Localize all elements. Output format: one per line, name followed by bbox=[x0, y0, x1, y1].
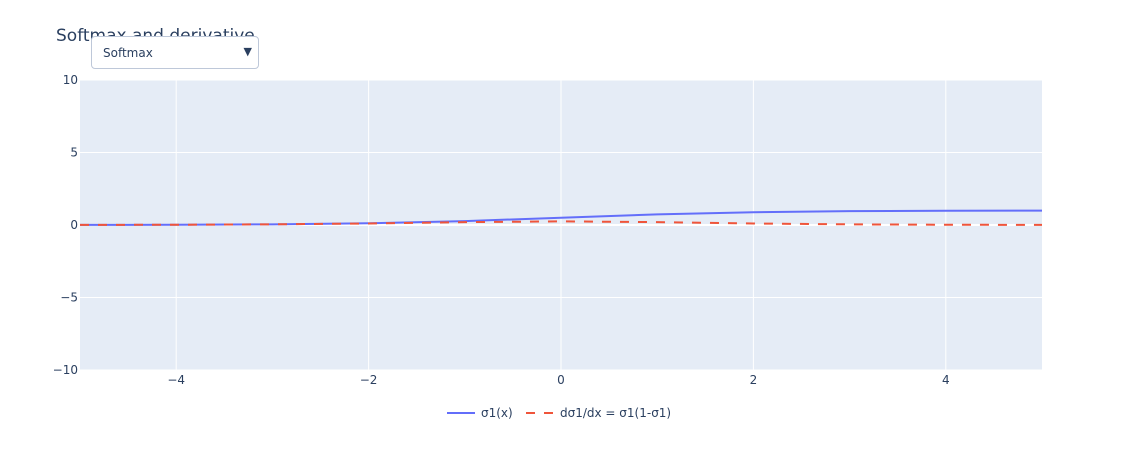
x-tick-label: 0 bbox=[557, 373, 565, 387]
y-tick-label: 0 bbox=[70, 218, 78, 232]
y-tick-label: −10 bbox=[53, 363, 78, 377]
y-tick-label: 10 bbox=[63, 73, 78, 87]
dropdown-selected-value: Softmax bbox=[103, 46, 153, 60]
legend-item-2[interactable]: dσ1/dx = σ1(1-σ1) bbox=[526, 406, 671, 420]
series-group bbox=[79, 209, 1043, 226]
x-tick-label: 4 bbox=[942, 373, 950, 387]
x-tick-label: 2 bbox=[750, 373, 758, 387]
x-tick-label: −4 bbox=[167, 373, 185, 387]
legend-label: dσ1/dx = σ1(1-σ1) bbox=[560, 406, 671, 420]
y-tick-label: 5 bbox=[70, 146, 78, 160]
chart-type-dropdown[interactable]: Softmax ▼ bbox=[91, 36, 259, 69]
legend[interactable]: σ1(x) dσ1/dx = σ1(1-σ1) bbox=[447, 406, 671, 420]
legend-item-1[interactable]: σ1(x) bbox=[447, 406, 513, 420]
y-tick-label: −5 bbox=[60, 291, 78, 305]
y-axis-ticks: −10 −5 0 5 10 bbox=[53, 73, 78, 377]
x-tick-label: −2 bbox=[360, 373, 378, 387]
chevron-down-icon: ▼ bbox=[243, 45, 252, 58]
series-line-1 bbox=[79, 209, 1043, 226]
legend-label: σ1(x) bbox=[481, 406, 513, 420]
x-axis-ticks: −4 −2 0 2 4 bbox=[167, 373, 949, 387]
